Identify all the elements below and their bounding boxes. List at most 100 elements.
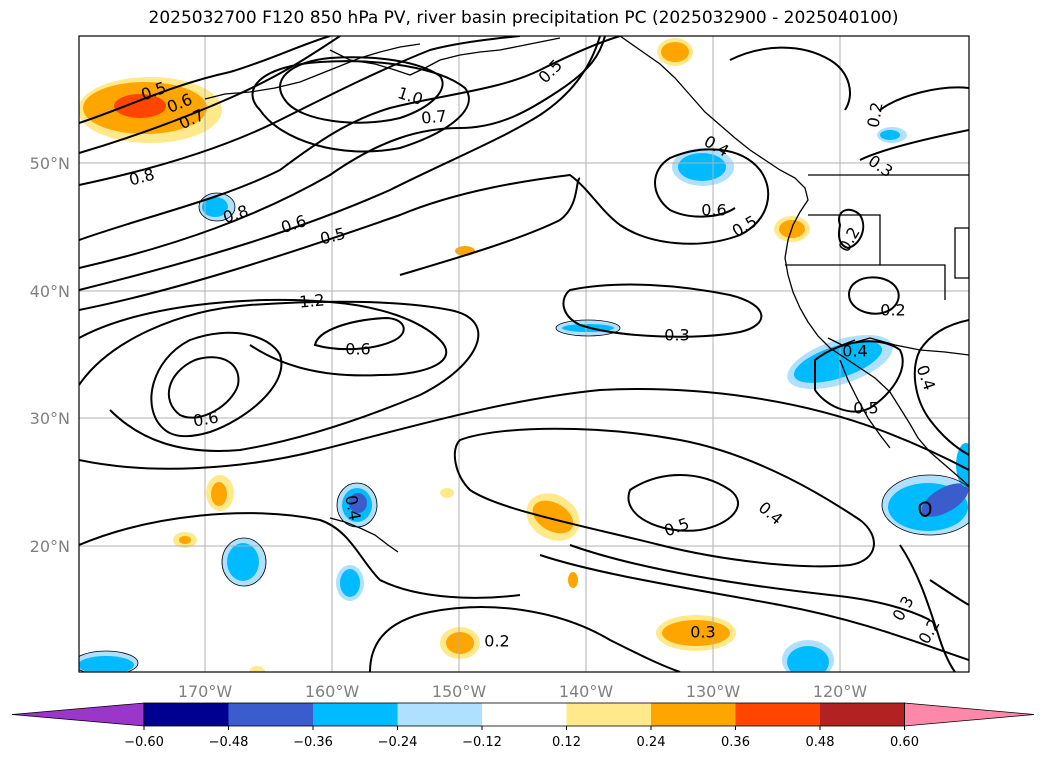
colorbar-segment — [397, 703, 483, 726]
contour-label: 0.5 — [853, 399, 878, 418]
shade-negative — [202, 197, 228, 217]
pv-contour-closed — [453, 427, 875, 568]
pv-contour — [79, 36, 521, 186]
contour-label: 0.3 — [664, 326, 689, 345]
coastlines — [204, 36, 969, 553]
pv-contour — [929, 579, 969, 606]
shade-outline — [881, 474, 969, 536]
shade-outline — [79, 650, 139, 672]
contour-label: 0.6 — [701, 201, 726, 220]
pv-contour-closed — [814, 340, 904, 413]
colorbar-segment — [482, 703, 567, 726]
pv-contour — [859, 129, 969, 161]
pv-contour-closed — [918, 501, 932, 517]
pv-contours — [79, 36, 969, 672]
shade-outline — [555, 319, 621, 337]
pv-contour — [79, 148, 770, 311]
colorbar: −0.60 −0.48 −0.36 −0.24 −0.12 0.12 0.24 0.36 0.4… — [11, 702, 1035, 750]
pv-contour — [79, 36, 621, 241]
pv-contour — [729, 46, 851, 111]
state-borders — [954, 227, 969, 279]
colorbar-segment — [144, 703, 229, 726]
colorbar-segment — [651, 703, 736, 726]
pv-contour — [79, 36, 606, 269]
shade-outlines — [79, 192, 969, 672]
pv-contour — [899, 544, 956, 672]
colorbar-extend-max — [904, 702, 1035, 727]
lat-label-40n: 40°N — [30, 282, 70, 301]
pv-contour — [369, 606, 681, 672]
colorbar-tick-label: 0.12 — [552, 735, 581, 750]
lon-label-120w: 120°W — [813, 682, 868, 701]
shade-negative — [787, 646, 829, 672]
pv-contour-closed — [627, 474, 740, 532]
shade-negative — [349, 493, 367, 513]
colorbar-tick-label: 0.60 — [890, 735, 919, 750]
map-frame — [78, 35, 970, 673]
lon-label-160w: 160°W — [305, 682, 360, 701]
pv-contour-closed — [838, 208, 865, 250]
pv-contour — [539, 554, 969, 661]
contour-label: 0.4 — [842, 342, 867, 361]
shade-positive — [568, 572, 578, 588]
map-content: 0.50.60.70.80.8 0.6 0.51.21.00.70.50.60.60… — [79, 36, 969, 672]
lat-label-50n: 50°N — [30, 154, 70, 173]
contour-label: 0.7 — [420, 106, 447, 127]
contour-label: 0.6 — [192, 407, 220, 430]
colorbar-segment — [735, 703, 821, 726]
lon-label-150w: 150°W — [432, 682, 487, 701]
shade-outline — [198, 192, 236, 222]
shade-negative — [880, 130, 900, 140]
colorbar-tick-label: 0.24 — [637, 735, 666, 750]
west-coast-na — [619, 36, 969, 487]
latitude-axis: 50°N 40°N 30°N 20°N — [30, 154, 70, 556]
state-borders — [785, 214, 881, 266]
pv-contour — [79, 36, 331, 124]
lon-label-130w: 130°W — [686, 682, 741, 701]
pv-contour-closed — [313, 316, 405, 351]
lon-label-170w: 170°W — [178, 682, 233, 701]
shade-negative — [340, 569, 360, 597]
map-title: 2025032700 F120 850 hPa PV, river basin … — [148, 8, 899, 28]
colorbar-tick-label: −0.36 — [293, 735, 333, 750]
contour-label: 0.3 — [690, 623, 715, 642]
colorbar-tick-label: −0.12 — [462, 735, 502, 750]
pv-contour — [879, 86, 969, 111]
pv-contour — [569, 544, 931, 621]
shade-outline — [336, 482, 378, 528]
shade-outline — [221, 537, 267, 587]
shade-negative — [227, 543, 259, 581]
pv-contour — [79, 298, 448, 377]
colorbar-tick-label: −0.24 — [378, 735, 418, 750]
lon-label-140w: 140°W — [559, 682, 614, 701]
pv-contour-closed — [150, 331, 283, 438]
contour-label: 0.4 — [341, 494, 364, 522]
colorbar-tick-label: 0.36 — [721, 735, 750, 750]
shade-positive — [179, 536, 191, 544]
colorbar-tick-label: −0.60 — [124, 735, 164, 750]
shade-negative — [921, 483, 969, 517]
pv-contour-closed — [848, 276, 900, 315]
colorbar-segment — [228, 703, 314, 726]
colorbar-outline — [143, 702, 905, 727]
baja-peninsula — [839, 359, 891, 449]
pv-contour — [79, 300, 480, 452]
shade-negative — [79, 656, 134, 672]
shade-positive — [661, 42, 689, 62]
colorbar-segment — [820, 703, 905, 726]
lat-label-30n: 30°N — [30, 409, 70, 428]
shade-positive — [114, 94, 166, 118]
pv-contour — [79, 512, 521, 599]
shade-positive — [440, 488, 454, 498]
shade-negative — [678, 153, 726, 181]
shade-positive — [532, 500, 574, 534]
pv-contour — [913, 319, 969, 456]
colorbar-tick-label: 0.48 — [806, 735, 835, 750]
hawaii-islands — [329, 517, 399, 553]
contour-label: 0.6 — [345, 340, 370, 359]
state-borders — [880, 264, 946, 300]
colorbar-tick-label: −0.48 — [209, 735, 249, 750]
contour-label: 0.2 — [484, 632, 509, 651]
colorbar-segment — [566, 703, 652, 726]
